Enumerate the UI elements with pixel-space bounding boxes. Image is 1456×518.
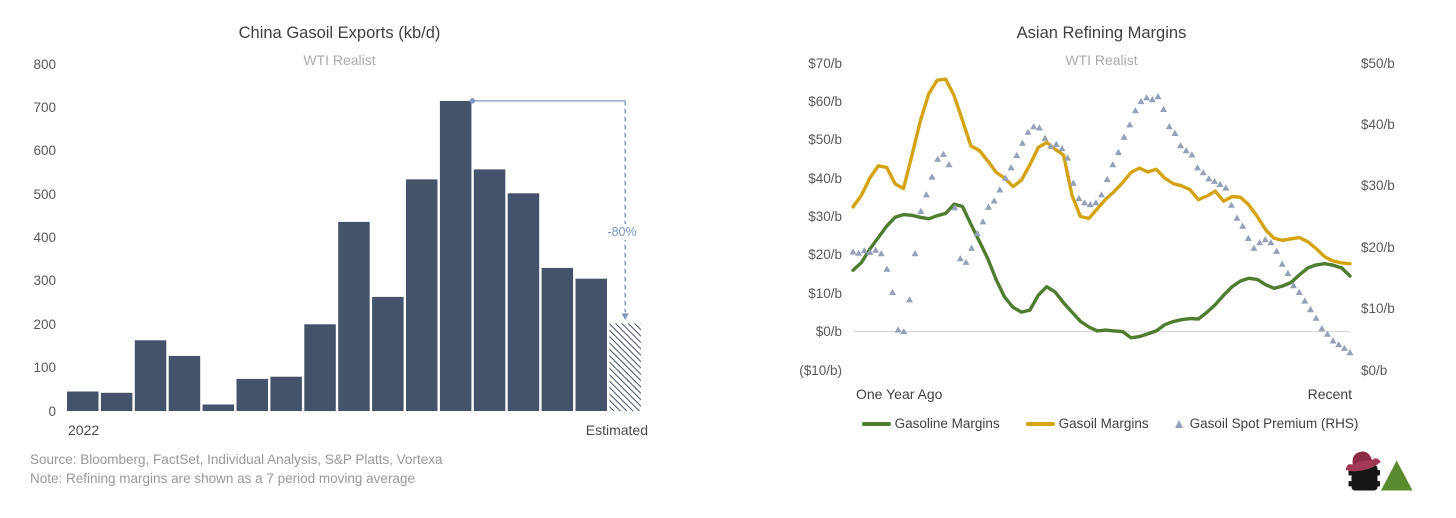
- right-y-tick-label: $0/b: [1361, 362, 1388, 378]
- bar: [372, 296, 404, 411]
- note-text: Note: Refining margins are shown as a 7 …: [30, 471, 415, 486]
- left-chart-x-label-estimated: Estimated: [585, 422, 648, 438]
- right-y-tick-label: $40/b: [1361, 116, 1395, 132]
- left-y-tick-label: $40/b: [808, 170, 842, 186]
- bar: [473, 169, 506, 411]
- right-y-tick-label: $30/b: [1361, 178, 1395, 194]
- legend: Gasoline Margins Gasoil Margins Gasoil S…: [808, 416, 1412, 431]
- decline-annotation: [469, 98, 629, 320]
- left-y-tick-label: $10/b: [808, 285, 842, 301]
- legend-item-gasoil-margins: Gasoil Margins: [1025, 416, 1149, 431]
- bar: [202, 404, 235, 411]
- annotation-percent-label: -80%: [592, 224, 652, 240]
- legend-item-gasoil-spot-premium: Gasoil Spot Premium (RHS): [1174, 416, 1359, 431]
- y-tick-label: 100: [33, 360, 56, 376]
- y-tick-label: 400: [33, 230, 56, 245]
- left-y-tick-label: $50/b: [808, 132, 842, 148]
- left-y-tick-label: $30/b: [808, 209, 842, 224]
- y-tick-label: 600: [33, 143, 56, 159]
- right-y-tick-label: $20/b: [1361, 239, 1395, 255]
- bar: [507, 193, 540, 411]
- bar: [439, 100, 472, 412]
- gasoil-margins-line: [851, 77, 1352, 266]
- right-chart-subtitle: WTI Realist: [1065, 52, 1138, 68]
- right-y-tick-label: $50/b: [1361, 55, 1395, 71]
- left-chart-title: China Gasoil Exports (kb/d): [238, 24, 441, 42]
- left-y-tick-label: $20/b: [808, 247, 842, 263]
- bar: [406, 179, 438, 411]
- bar: [67, 391, 99, 411]
- y-tick-label: 500: [33, 186, 56, 202]
- gasoline-margins-line: [851, 202, 1352, 340]
- bar: [338, 221, 370, 411]
- y-tick-label: 300: [33, 273, 56, 289]
- legend-item-gasoline-margins: Gasoline Margins: [861, 416, 1000, 431]
- source-text: Source: Bloomberg, FactSet, Individual A…: [30, 452, 443, 467]
- left-y-tick-label: ($10/b): [799, 362, 842, 378]
- y-tick-label: 800: [33, 56, 56, 72]
- bar: [236, 378, 268, 411]
- right-chart-x-label-left: One Year Ago: [856, 386, 943, 402]
- oil-barrel-cowboy-hat-and-green-triangle-logo: [1345, 451, 1413, 491]
- left-chart-subtitle: WTI Realist: [303, 52, 376, 68]
- bar: [575, 278, 607, 411]
- legend-label-spot-premium: Gasoil Spot Premium (RHS): [1189, 416, 1359, 431]
- right-chart-title: Asian Refining Margins: [1016, 24, 1187, 42]
- legend-label-gasoil: Gasoil Margins: [1058, 416, 1149, 431]
- right-chart-x-label-right: Recent: [1307, 386, 1352, 402]
- bar: [168, 355, 201, 411]
- gasoil-spot-premium-points: [849, 93, 1354, 356]
- gasoline-line-marker-icon: [861, 421, 891, 426]
- left-y-tick-label: $60/b: [808, 93, 842, 109]
- y-tick-label: 200: [33, 316, 56, 332]
- left-y-tick-label: $0/b: [815, 324, 842, 340]
- triangle-marker-icon: [1174, 419, 1183, 428]
- bar: [541, 267, 574, 411]
- green-triangle-icon: [1381, 460, 1413, 491]
- bar: [134, 340, 167, 411]
- right-y-tick-label: $10/b: [1361, 301, 1395, 317]
- left-y-tick-label: $70/b: [808, 55, 842, 71]
- bar-estimated: [609, 323, 641, 411]
- bar: [304, 324, 336, 412]
- bar: [270, 376, 302, 411]
- bar: [100, 392, 133, 411]
- left-chart-x-label-first: 2022: [68, 422, 100, 438]
- y-tick-label: 0: [48, 403, 56, 419]
- y-tick-label: 700: [33, 99, 56, 115]
- gasoil-line-marker-icon: [1025, 421, 1055, 426]
- legend-label-gasoline: Gasoline Margins: [894, 416, 1000, 431]
